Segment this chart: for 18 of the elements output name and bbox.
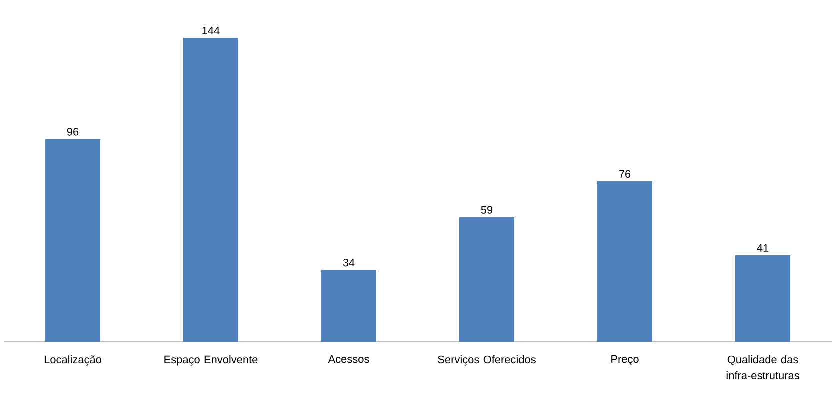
data-label: 76 <box>619 170 631 178</box>
x-tick-label: Qualidade das infra-estruturas <box>726 356 800 380</box>
bar <box>736 255 791 342</box>
bar <box>46 139 100 342</box>
data-label: 41 <box>757 244 769 252</box>
bar <box>184 38 238 342</box>
bar <box>598 182 653 342</box>
data-label: 59 <box>481 206 493 214</box>
data-label: 144 <box>202 26 220 34</box>
data-label: 34 <box>343 258 355 267</box>
bar <box>322 270 376 342</box>
bar <box>460 217 515 342</box>
x-tick-label: Espaço Envolvente <box>164 356 258 366</box>
x-tick-label: Localização <box>44 356 102 366</box>
data-label: 96 <box>67 128 79 136</box>
x-tick-label: Serviços Oferecidos <box>438 356 536 366</box>
x-tick-label: Preço <box>612 356 639 366</box>
x-tick-label: Acessos <box>328 356 370 364</box>
